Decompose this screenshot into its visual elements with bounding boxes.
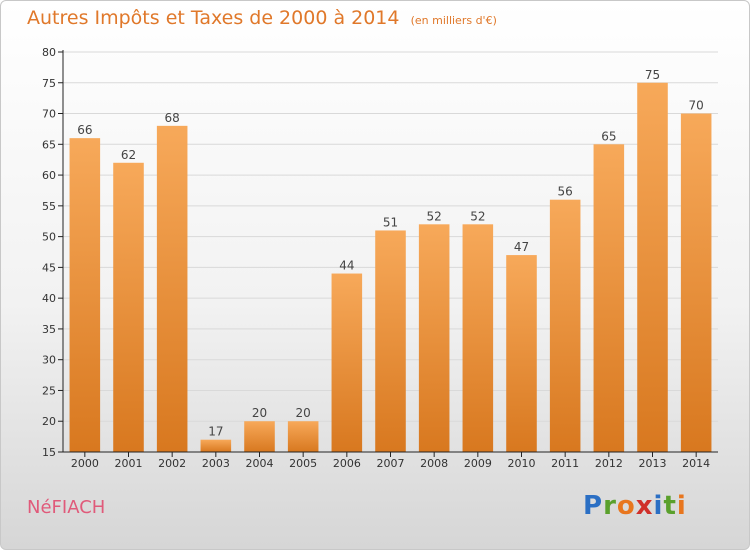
- bar: [287, 421, 319, 452]
- logo-letter: r: [603, 491, 617, 521]
- bar: [418, 224, 450, 452]
- proxiti-logo: Proxiti: [583, 491, 687, 521]
- x-tick-label: 2012: [595, 457, 623, 470]
- x-tick-label: 2007: [377, 457, 405, 470]
- bar-value-label: 56: [558, 185, 573, 199]
- chart-title-block: Autres Impôts et Taxes de 2000 à 2014 (e…: [27, 7, 497, 29]
- bar: [156, 125, 188, 452]
- logo-letter: x: [635, 491, 654, 521]
- chart-title: Autres Impôts et Taxes de 2000 à 2014: [27, 7, 400, 29]
- x-tick-label: 2014: [682, 457, 710, 470]
- x-tick-label: 2005: [289, 457, 317, 470]
- x-tick-label: 2011: [551, 457, 579, 470]
- bar: [506, 255, 537, 452]
- y-tick-label: 20: [42, 415, 56, 428]
- bar: [593, 144, 625, 453]
- y-tick-label: 45: [42, 261, 56, 274]
- bar-value-label: 68: [165, 111, 180, 125]
- bar: [637, 82, 668, 453]
- y-tick-label: 80: [42, 46, 56, 59]
- y-tick-label: 40: [42, 292, 56, 305]
- y-tick-label: 25: [42, 384, 56, 397]
- bar-value-label: 52: [427, 209, 442, 223]
- bar: [549, 199, 581, 452]
- logo-letter: P: [583, 491, 604, 521]
- bar: [69, 138, 101, 452]
- bar: [244, 421, 275, 452]
- bar: [375, 230, 406, 452]
- bar-value-label: 52: [470, 209, 485, 223]
- x-tick-label: 2010: [508, 457, 536, 470]
- logo-letter: i: [653, 491, 664, 521]
- chart-unit: (en milliers d'€): [410, 14, 497, 27]
- x-tick-label: 2008: [420, 457, 448, 470]
- bar: [200, 439, 232, 452]
- bar-value-label: 70: [689, 99, 704, 113]
- bar-value-label: 20: [252, 406, 267, 420]
- x-tick-label: 2000: [71, 457, 99, 470]
- y-tick-label: 30: [42, 354, 56, 367]
- y-tick-label: 35: [42, 323, 56, 336]
- x-tick-label: 2004: [246, 457, 274, 470]
- x-tick-label: 2003: [202, 457, 230, 470]
- y-tick-label: 60: [42, 169, 56, 182]
- bar-value-label: 44: [339, 259, 354, 273]
- logo-letter: t: [663, 491, 677, 521]
- bar: [113, 162, 144, 452]
- x-tick-label: 2002: [158, 457, 186, 470]
- bar: [680, 113, 712, 453]
- x-tick-label: 2006: [333, 457, 361, 470]
- bar-value-label: 62: [121, 148, 136, 162]
- x-tick-label: 2013: [639, 457, 667, 470]
- y-tick-label: 70: [42, 108, 56, 121]
- bar-value-label: 75: [645, 68, 660, 82]
- logo-letter: o: [616, 491, 636, 521]
- bar-value-label: 66: [77, 123, 92, 137]
- bar: [331, 273, 363, 452]
- commune-name: NéFIACH: [27, 497, 106, 518]
- bar: [462, 224, 494, 452]
- bar-value-label: 47: [514, 240, 529, 254]
- y-tick-label: 65: [42, 138, 56, 151]
- y-tick-label: 50: [42, 231, 56, 244]
- bar-value-label: 17: [208, 425, 223, 439]
- logo-letter: i: [676, 491, 687, 521]
- bar-value-label: 20: [296, 406, 311, 420]
- bar-value-label: 65: [601, 129, 616, 143]
- x-tick-label: 2009: [464, 457, 492, 470]
- x-tick-label: 2001: [115, 457, 143, 470]
- y-tick-label: 15: [42, 446, 56, 459]
- y-tick-label: 55: [42, 200, 56, 213]
- bar-value-label: 51: [383, 215, 398, 229]
- y-tick-label: 75: [42, 77, 56, 90]
